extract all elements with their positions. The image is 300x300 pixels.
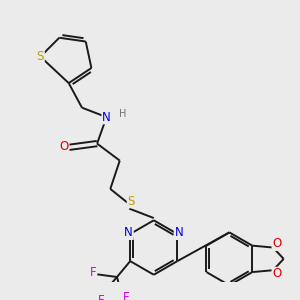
Text: S: S xyxy=(128,194,135,208)
Text: N: N xyxy=(175,226,183,239)
Text: F: F xyxy=(89,266,96,279)
Text: O: O xyxy=(272,268,281,281)
Text: N: N xyxy=(124,226,133,239)
Text: O: O xyxy=(272,237,281,250)
Text: F: F xyxy=(123,290,129,300)
Text: O: O xyxy=(60,140,69,153)
Text: S: S xyxy=(37,50,44,63)
Text: N: N xyxy=(102,111,111,124)
Text: H: H xyxy=(119,109,126,119)
Text: F: F xyxy=(98,294,104,300)
